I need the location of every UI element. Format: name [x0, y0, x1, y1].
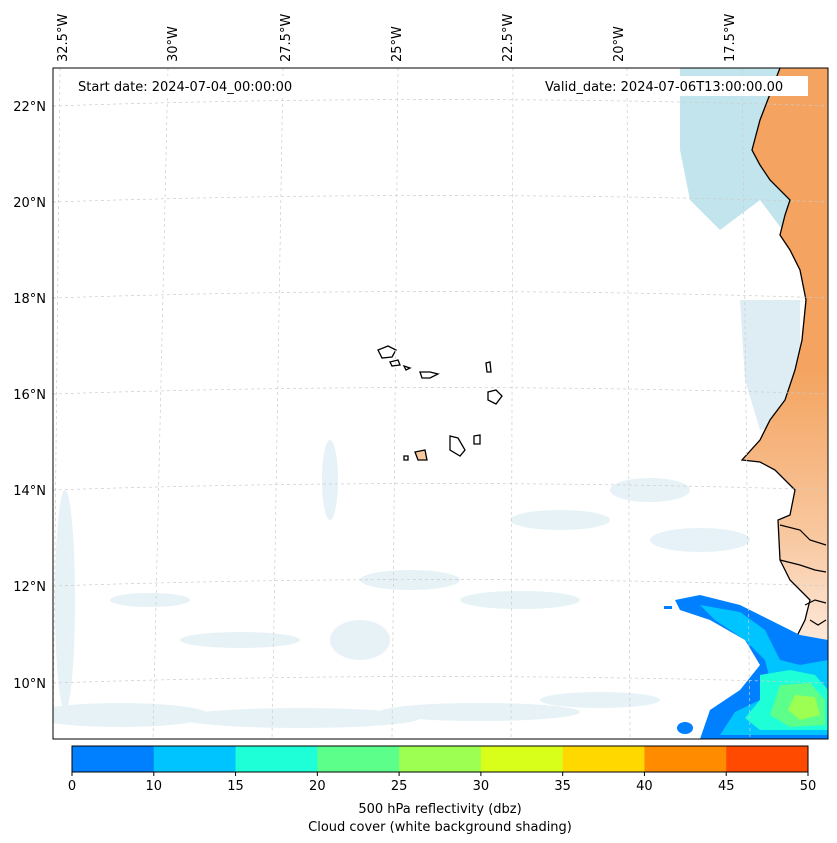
colorbar-label: 500 hPa reflectivity (dbz) — [358, 802, 521, 817]
lon-label: 27.5°W — [279, 14, 294, 62]
colorbar-tick-label: 50 — [800, 779, 817, 794]
lon-label: 32.5°W — [56, 14, 71, 62]
lat-label: 14°N — [13, 484, 46, 499]
colorbar-segment — [562, 746, 645, 772]
lon-label: 20°W — [612, 26, 627, 62]
start-date-text: Start date: 2024-07-04_00:00:00 — [78, 80, 292, 95]
lat-label: 18°N — [13, 292, 46, 307]
colorbar-segment — [72, 746, 155, 772]
map-panel — [53, 68, 828, 739]
lon-label: 25°W — [390, 26, 405, 62]
colorbar-segment — [726, 746, 809, 772]
lon-label: 22.5°W — [501, 14, 516, 62]
lat-label: 20°N — [13, 196, 46, 211]
colorbar: 0 10 15 20 25 30 35 40 45 50 — [68, 745, 817, 794]
longitude-labels: 32.5°W 30°W 27.5°W 25°W 22.5°W 20°W 17.5… — [56, 14, 738, 62]
map-frame — [52, 67, 829, 740]
lat-label: 22°N — [13, 100, 46, 115]
africa-land — [742, 68, 828, 739]
colorbar-tick-label: 25 — [391, 779, 408, 794]
colorbar-segment — [644, 746, 727, 772]
lat-label: 10°N — [13, 677, 46, 692]
coastline — [740, 68, 811, 641]
colorbar-tick-label: 30 — [473, 779, 490, 794]
colorbar-tick-label: 45 — [718, 779, 735, 794]
colorbar-segment — [153, 746, 237, 772]
valid-date-label: Valid_date: 2024-07-06T13:00:00.00 — [540, 76, 808, 96]
colorbar-frame — [71, 745, 809, 773]
start-date-label: Start date: 2024-07-04_00:00:00 — [72, 76, 312, 96]
colorbar-tick-label: 35 — [554, 779, 571, 794]
lon-label: 17.5°W — [723, 14, 738, 62]
cape-verde-islands — [377, 345, 503, 461]
reflectivity-echo — [664, 595, 828, 739]
colorbar-tick-label: 0 — [68, 779, 76, 794]
graticule — [53, 68, 828, 739]
colorbar-tick-label: 15 — [227, 779, 244, 794]
colorbar-segment — [480, 746, 564, 772]
lon-label: 30°W — [166, 26, 181, 62]
colorbar-segment — [317, 746, 400, 772]
colorbar-segment — [399, 746, 482, 772]
colorbar-tick-label: 20 — [309, 779, 326, 794]
lat-label: 16°N — [13, 388, 46, 403]
colorbar-segment — [235, 746, 318, 772]
lat-label: 12°N — [13, 580, 46, 595]
latitude-labels: 22°N 20°N 18°N 16°N 14°N 12°N 10°N — [13, 100, 46, 692]
colorbar-tick-label: 10 — [146, 779, 163, 794]
colorbar-sublabel: Cloud cover (white background shading) — [308, 820, 572, 835]
colorbar-tick-label: 40 — [636, 779, 653, 794]
valid-date-text: Valid_date: 2024-07-06T13:00:00.00 — [545, 80, 783, 95]
